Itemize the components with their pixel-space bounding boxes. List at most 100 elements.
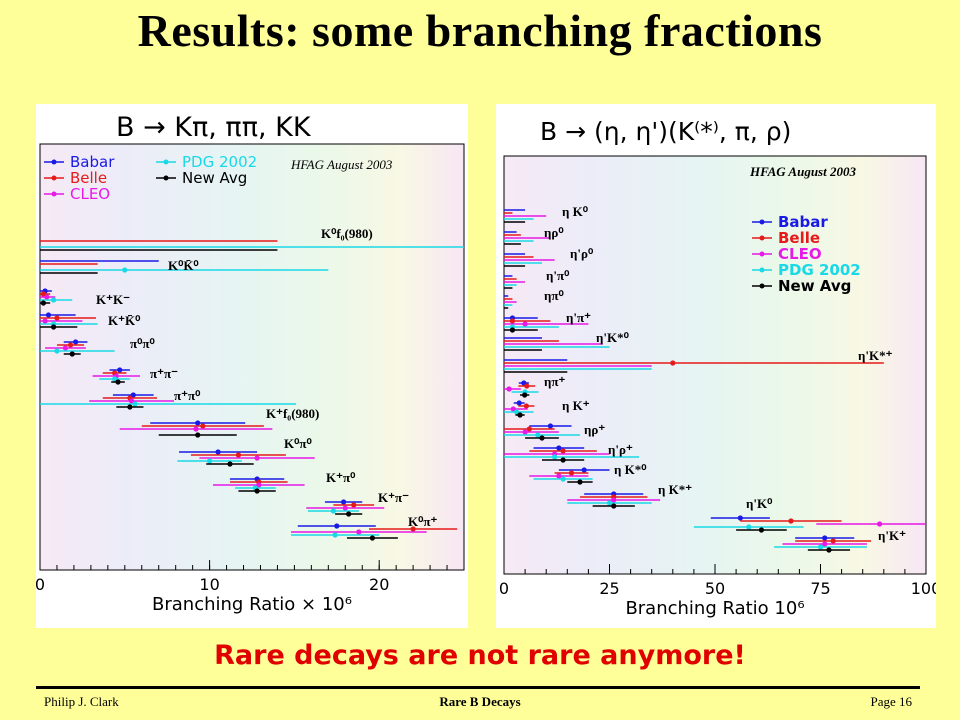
point-pdg-2002 [817, 544, 824, 550]
point-belle [351, 502, 357, 508]
point-pdg-2002 [112, 376, 118, 382]
legend-entry-pdg-2002: PDG 2002 [182, 153, 257, 171]
point-new-avg [758, 527, 765, 533]
channel-label: ηπ⁺ [544, 374, 566, 389]
point-cleo [822, 541, 828, 547]
point-belle [200, 423, 206, 429]
legend-marker [759, 283, 765, 289]
point-babar [581, 467, 587, 473]
channel-k-: K⁰π⁰ [177, 436, 315, 467]
point-cleo [254, 455, 260, 461]
channel-label: π⁺π⁻ [150, 366, 178, 381]
point-belle [560, 448, 566, 454]
point-belle [568, 470, 575, 476]
point-new-avg [577, 479, 583, 485]
point-cleo [611, 497, 617, 503]
point-belle [40, 291, 46, 297]
channel-label: η'π⁺ [566, 310, 591, 325]
point-pdg-2002 [132, 401, 138, 407]
channel--: ηπ⁺ [504, 374, 566, 398]
point-cleo [62, 345, 69, 351]
footer-divider [36, 686, 920, 689]
legend-marker [759, 235, 765, 241]
point-new-avg [40, 300, 46, 306]
channel-label: K⁺f₀(980) [266, 406, 319, 421]
point-new-avg [826, 547, 832, 553]
conclusion-text: Rare decays are not rare anymore! [214, 640, 746, 671]
point-new-avg [522, 392, 528, 398]
legend-marker [759, 267, 765, 273]
point-pdg-2002 [54, 348, 60, 354]
point-new-avg [369, 535, 376, 541]
channel-k-k-: K⁺K̄⁰ [40, 312, 141, 330]
footer-page-number: Page 16 [870, 694, 912, 709]
channel-k-f-980-: K⁰f₀(980) [40, 226, 464, 251]
channel-label: K⁰f₀(980) [321, 226, 373, 241]
right-chart-panel: B → (η, η')(K⁽*⁾, π, ρ) HFAG August 2003 0… [496, 104, 936, 628]
channel-k-k-: K⁺K⁻ [40, 288, 130, 307]
x-tick-label: 50 [705, 579, 725, 598]
channel--: π⁺π⁻ [92, 366, 178, 385]
channel-label: K⁰π⁺ [408, 514, 437, 529]
legend-entry-new-avg: New Avg [778, 277, 851, 295]
point-pdg-2002 [122, 267, 128, 273]
point-new-avg [611, 503, 617, 509]
x-tick-label: 25 [599, 579, 619, 598]
channel-label: η'K⁺ [878, 528, 906, 543]
point-new-avg [115, 379, 121, 385]
channel-k-: K⁺π⁻ [306, 490, 409, 517]
legend-entry-cleo: CLEO [778, 245, 822, 263]
point-cleo [876, 521, 883, 527]
channel--: η'π⁺ [504, 310, 591, 333]
point-new-avg [346, 511, 352, 517]
footer-author: Philip J. Clark [44, 694, 119, 709]
point-cleo [522, 321, 528, 327]
legend-entry-cleo: CLEO [70, 185, 110, 203]
point-cleo [128, 398, 135, 404]
legend-marker [51, 191, 57, 197]
channel--: ηρ⁺ [504, 422, 605, 441]
channel-label: ηρ⁺ [584, 422, 605, 437]
legend-entry-pdg-2002: PDG 2002 [778, 261, 861, 279]
point-pdg-2002 [606, 500, 613, 506]
point-pdg-2002 [746, 524, 752, 530]
point-belle [509, 318, 516, 324]
channel-label: η K⁺ [562, 398, 590, 413]
point-babar [73, 339, 79, 345]
slide-title: Results: some branching fractions [137, 5, 823, 56]
legend-entry-belle: Belle [778, 229, 820, 247]
point-cleo [556, 473, 562, 479]
x-tick-label: 20 [369, 575, 389, 594]
point-new-avg [69, 351, 75, 357]
channel--: ηρ⁰ [504, 225, 564, 245]
point-cleo [522, 429, 528, 435]
legend-marker [163, 175, 169, 181]
legend-entry-babar: Babar [778, 213, 828, 231]
channel-k-: K⁺π⁰ [212, 470, 356, 494]
point-pdg-2002 [332, 532, 338, 538]
point-babar [195, 420, 201, 426]
point-babar [547, 423, 554, 429]
x-tick-label: 0 [499, 579, 509, 598]
point-babar [340, 499, 347, 505]
channel--: π⁺π⁰ [40, 388, 297, 410]
channel-label: η K⁰ [562, 204, 589, 219]
x-tick-label: 75 [810, 579, 830, 598]
channel--k-: η K⁺ [504, 398, 590, 418]
point-new-avg [127, 404, 133, 410]
point-belle [523, 403, 529, 409]
legend-marker [51, 159, 57, 165]
channel-label: η'ρ⁺ [608, 442, 633, 457]
point-cleo [193, 426, 199, 432]
point-belle [410, 526, 416, 532]
channel--k-: η'K⁺ [774, 528, 906, 553]
channel-label: K⁺π⁰ [326, 470, 356, 485]
point-babar [45, 312, 52, 318]
chart-title: B → Kπ, ππ, KK [116, 112, 312, 143]
channel-label: K⁰π⁰ [284, 436, 312, 451]
point-pdg-2002 [50, 297, 57, 303]
channel--k-: η'K⁰ [693, 496, 926, 533]
point-pdg-2002 [560, 476, 566, 482]
point-babar [130, 392, 136, 398]
